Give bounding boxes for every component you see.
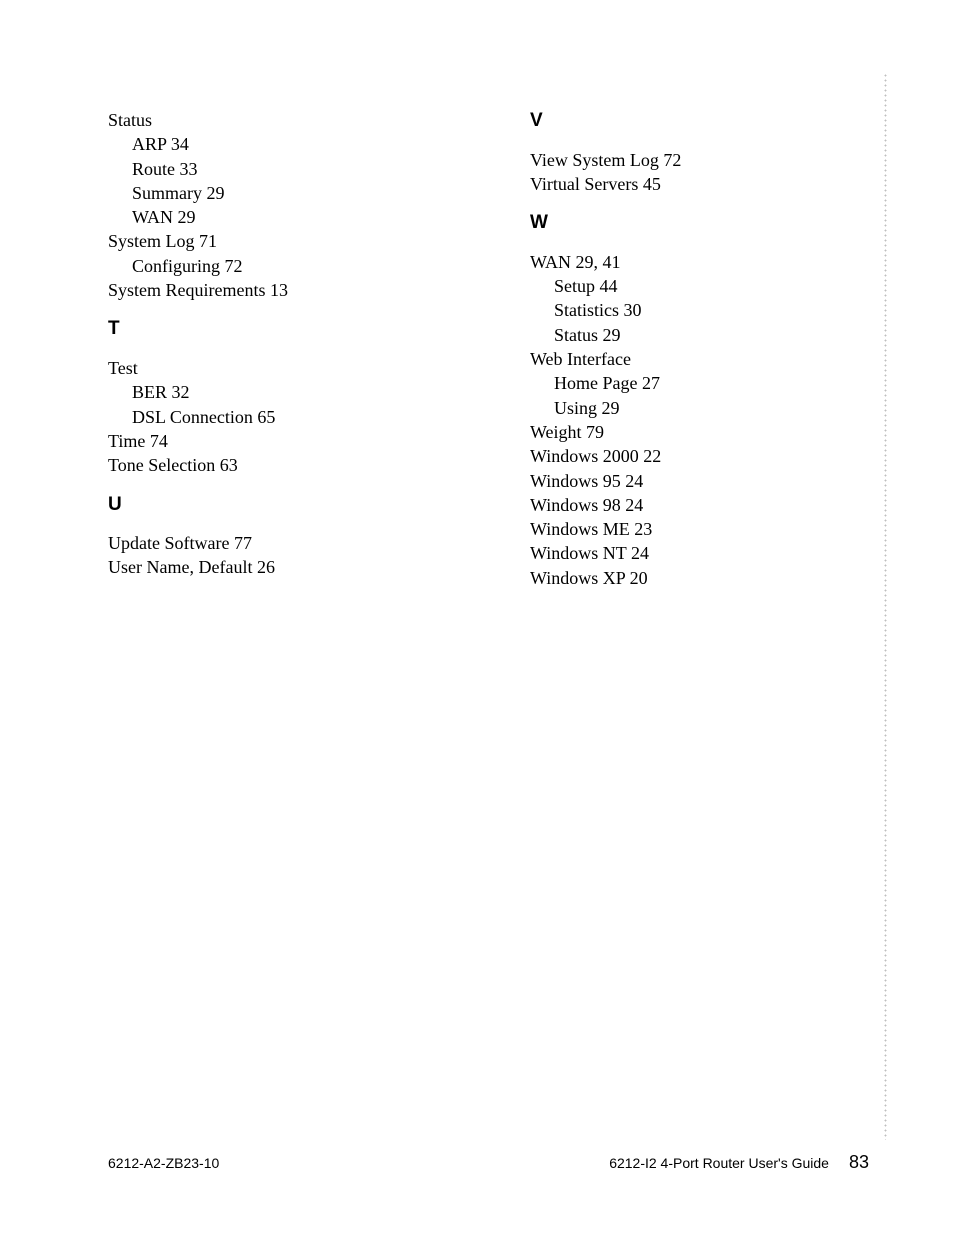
index-section-heading: T xyxy=(108,316,448,342)
index-entry: Windows 95 24 xyxy=(530,469,838,493)
index-entry: ARP 34 xyxy=(108,132,448,156)
index-column-right: V View System Log 72Virtual Servers 45 W WA… xyxy=(498,108,838,1175)
index-entry: User Name, Default 26 xyxy=(108,555,448,579)
index-entry: Windows XP 20 xyxy=(530,566,838,590)
index-content: StatusARP 34Route 33Summary 29WAN 29Syst… xyxy=(108,108,889,1175)
index-entry: Update Software 77 xyxy=(108,531,448,555)
index-entry: Using 29 xyxy=(530,396,838,420)
index-entry: Time 74 xyxy=(108,429,448,453)
index-section-heading: W xyxy=(530,210,838,236)
index-entry: Test xyxy=(108,356,448,380)
index-entry: DSL Connection 65 xyxy=(108,405,448,429)
footer-doc-title: 6212-I2 4-Port Router User's Guide xyxy=(609,1155,829,1171)
index-entry: Configuring 72 xyxy=(108,254,448,278)
index-entry: Windows 98 24 xyxy=(530,493,838,517)
index-entry: WAN 29 xyxy=(108,205,448,229)
index-entry: Home Page 27 xyxy=(530,371,838,395)
index-entry: Statistics 30 xyxy=(530,298,838,322)
index-entry: Weight 79 xyxy=(530,420,838,444)
index-entry: Web Interface xyxy=(530,347,838,371)
index-entry: Windows NT 24 xyxy=(530,541,838,565)
index-entry: Status xyxy=(108,108,448,132)
index-entry: View System Log 72 xyxy=(530,148,838,172)
index-entry: System Log 71 xyxy=(108,229,448,253)
index-entry: Windows ME 23 xyxy=(530,517,838,541)
index-entry: Windows 2000 22 xyxy=(530,444,838,468)
footer-right: 6212-I2 4-Port Router User's Guide 83 xyxy=(609,1152,869,1173)
index-entry: WAN 29, 41 xyxy=(530,250,838,274)
page-number: 83 xyxy=(849,1152,869,1173)
page-footer: 6212-A2-ZB23-10 6212-I2 4-Port Router Us… xyxy=(108,1152,869,1173)
index-section-heading: U xyxy=(108,492,448,518)
index-entry: Setup 44 xyxy=(530,274,838,298)
index-entry: Tone Selection 63 xyxy=(108,453,448,477)
index-entry: Route 33 xyxy=(108,157,448,181)
index-entry: BER 32 xyxy=(108,380,448,404)
index-entry: System Requirements 13 xyxy=(108,278,448,302)
index-entry: Status 29 xyxy=(530,323,838,347)
index-entry: Summary 29 xyxy=(108,181,448,205)
footer-doc-id: 6212-A2-ZB23-10 xyxy=(108,1155,219,1171)
index-column-left: StatusARP 34Route 33Summary 29WAN 29Syst… xyxy=(108,108,448,1175)
index-section-heading: V xyxy=(530,108,838,134)
index-entry: Virtual Servers 45 xyxy=(530,172,838,196)
